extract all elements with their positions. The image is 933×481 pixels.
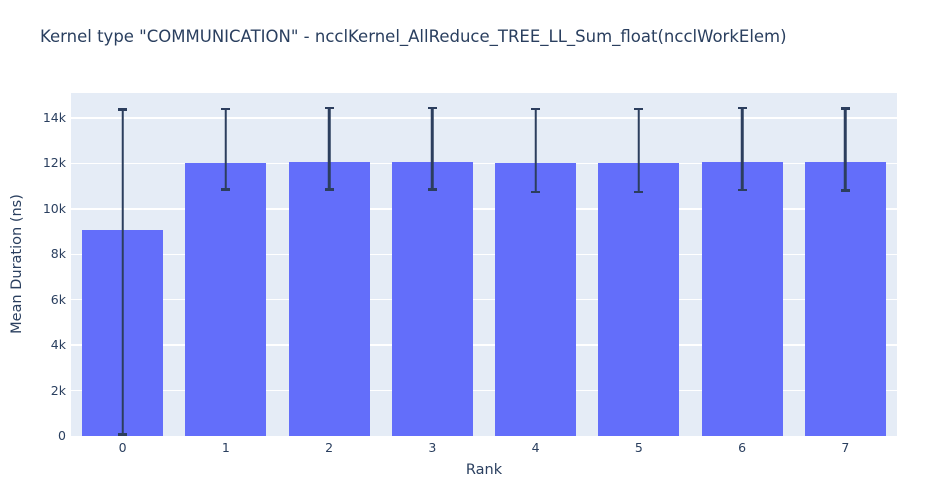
error-bar-cap-top <box>118 107 128 111</box>
gridline <box>71 117 897 119</box>
error-bar-cap-top <box>634 107 644 111</box>
gridline <box>71 253 897 255</box>
error-bar-rank-5 <box>634 107 644 194</box>
error-bar-rank-0 <box>118 107 128 436</box>
bar-rank-6[interactable] <box>701 162 783 436</box>
error-bar-rank-4 <box>531 107 541 194</box>
error-bar-cap-bottom <box>634 190 644 194</box>
gridline <box>71 299 897 301</box>
error-bar-cap-top <box>324 106 334 110</box>
gridline <box>71 162 897 165</box>
error-bar-line <box>534 107 537 194</box>
error-bar-rank-6 <box>737 106 747 192</box>
error-bar-cap-bottom <box>737 188 747 192</box>
x-tick-label: 7 <box>841 440 850 455</box>
error-bar-cap-bottom <box>118 433 128 436</box>
bar-rank-2[interactable] <box>288 162 370 436</box>
x-axis-title: Rank <box>465 462 503 478</box>
x-tick-label: 1 <box>221 440 230 455</box>
gridline <box>71 389 897 392</box>
x-tick-label: 5 <box>634 440 643 455</box>
x-tick-label: 6 <box>738 440 747 455</box>
error-bar-cap-top <box>531 107 541 111</box>
y-tick-label: 8k <box>50 246 66 262</box>
error-bar-cap-bottom <box>221 188 231 191</box>
bar-rank-7[interactable] <box>804 162 886 436</box>
y-tick-label: 12k <box>42 155 66 171</box>
y-tick-label: 4k <box>50 337 66 353</box>
error-bar-cap-bottom <box>427 188 437 191</box>
error-bar-cap-bottom <box>324 188 334 191</box>
y-tick-label: 0 <box>58 428 66 443</box>
bar-rank-4[interactable] <box>495 162 577 436</box>
gridline <box>71 208 897 210</box>
error-bar-rank-7 <box>840 107 850 192</box>
error-bar-cap-bottom <box>531 190 541 194</box>
bar-rank-3[interactable] <box>391 162 473 436</box>
error-bar-cap-top <box>427 106 437 110</box>
x-tick-label: 2 <box>325 440 334 455</box>
error-bar-rank-3 <box>427 106 437 191</box>
error-bar-line <box>121 107 124 436</box>
error-bar-line <box>844 107 847 192</box>
error-bar-cap-top <box>737 106 747 110</box>
error-bar-cap-top <box>840 107 850 110</box>
x-tick-label: 4 <box>531 440 540 455</box>
x-tick-label: 0 <box>118 440 127 455</box>
chart-title: Kernel type "COMMUNICATION" - ncclKernel… <box>40 27 787 46</box>
error-bar-rank-1 <box>221 107 231 191</box>
gridline <box>71 344 897 346</box>
bar-rank-1[interactable] <box>185 162 267 436</box>
y-tick-label: 6k <box>50 291 66 307</box>
error-bar-cap-top <box>221 107 231 111</box>
error-bar-line <box>637 107 641 194</box>
error-bar-line <box>740 106 744 192</box>
error-bar-line <box>327 106 331 191</box>
y-tick-label: 2k <box>50 382 66 398</box>
error-bar-rank-2 <box>324 106 334 191</box>
y-tick-label: 10k <box>42 200 66 216</box>
error-bar-line <box>224 107 228 191</box>
plot-area[interactable] <box>71 93 897 436</box>
error-bar-line <box>431 106 434 191</box>
error-bar-cap-bottom <box>840 189 850 192</box>
y-tick-label: 14k <box>42 109 66 125</box>
bar-rank-5[interactable] <box>598 162 680 436</box>
x-tick-label: 3 <box>428 440 437 455</box>
